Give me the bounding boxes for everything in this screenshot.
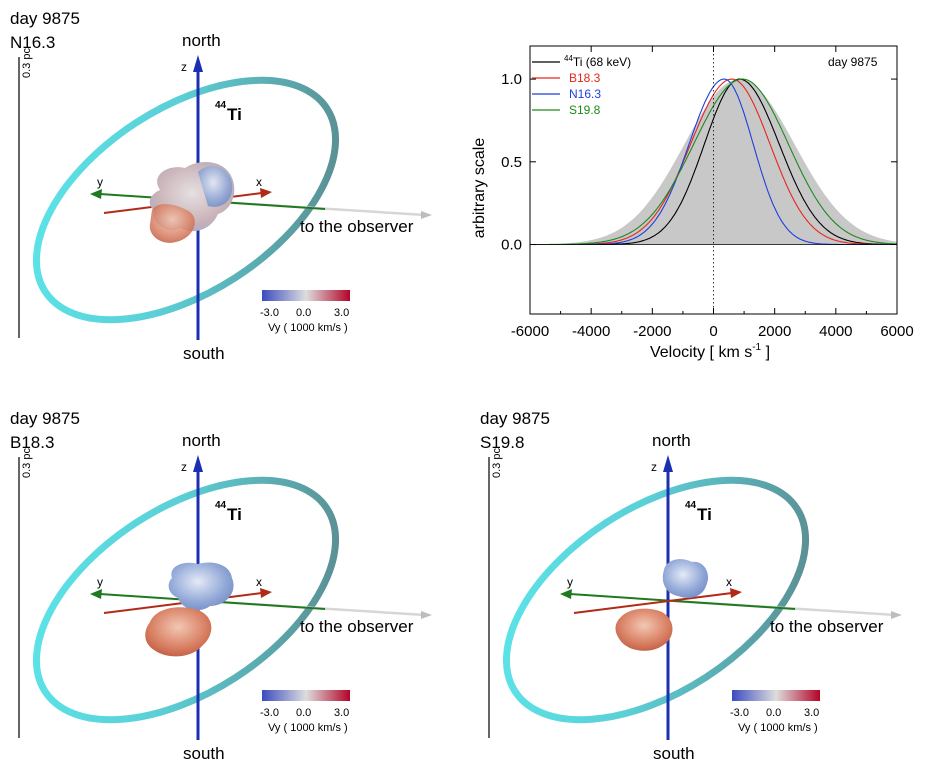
x-tick-label: 2000 bbox=[758, 323, 791, 340]
colorbar-tick-low: -3.0 bbox=[730, 707, 749, 719]
z-label: z bbox=[181, 460, 187, 474]
x-tick-label: 4000 bbox=[819, 323, 852, 340]
north-label: north bbox=[182, 31, 221, 50]
legend-entry-ti44: 44Ti (68 keV) bbox=[564, 54, 631, 69]
colorbar-tick-high: 3.0 bbox=[334, 307, 349, 319]
chart-annotation: day 9875 bbox=[828, 55, 878, 69]
scale-label: 0.3 pc bbox=[21, 448, 33, 478]
colorbar-tick-high: 3.0 bbox=[804, 707, 819, 719]
element-sup: 44 bbox=[685, 500, 697, 511]
panel-n16: day 9875 N16.3 0.3 pc north south z x y … bbox=[0, 9, 432, 369]
colorbar-label: Vy ( 1000 km/s ) bbox=[268, 722, 348, 734]
scale-label: 0.3 pc bbox=[491, 448, 503, 478]
observer-label: to the observer bbox=[300, 617, 414, 636]
x-axis-label: Velocity [ km s-1 ] bbox=[650, 342, 770, 361]
ti44-blob-red bbox=[145, 607, 212, 657]
panel-model: B18.3 bbox=[10, 433, 54, 452]
colorbar-tick-mid: 0.0 bbox=[296, 707, 311, 719]
colorbar-tick-high: 3.0 bbox=[334, 707, 349, 719]
panel-b18: day 9875 B18.3 0.3 pc north south z x y … bbox=[0, 409, 432, 769]
x-tick-label: -6000 bbox=[511, 323, 549, 340]
colorbar-tick-low: -3.0 bbox=[260, 707, 279, 719]
z-label: z bbox=[651, 460, 657, 474]
panel-day: day 9875 bbox=[10, 9, 80, 28]
colorbar-tick-mid: 0.0 bbox=[296, 307, 311, 319]
panel-day: day 9875 bbox=[480, 409, 550, 428]
y-tick-label: 1.0 bbox=[501, 71, 522, 88]
legend-entry-s19: S19.8 bbox=[569, 103, 601, 117]
ti44-blob-blue bbox=[198, 166, 233, 207]
observer-label: to the observer bbox=[770, 617, 884, 636]
y-label: y bbox=[97, 175, 103, 189]
scale-label: 0.3 pc bbox=[21, 48, 33, 78]
ti44-blob-red bbox=[149, 204, 195, 243]
x-tick-label: -4000 bbox=[572, 323, 610, 340]
panel-s19: day 9875 S19.8 0.3 pc north south z x y … bbox=[465, 409, 902, 769]
x-label: x bbox=[726, 575, 732, 589]
panel-model: N16.3 bbox=[10, 33, 55, 52]
ti44-blob-blue bbox=[662, 559, 709, 598]
panel-model: S19.8 bbox=[480, 433, 524, 452]
ti44-blob-red bbox=[615, 608, 673, 651]
north-label: north bbox=[652, 431, 691, 450]
x-tick-label: 0 bbox=[709, 323, 717, 340]
x-tick-label: -2000 bbox=[633, 323, 671, 340]
legend-entry-b18: B18.3 bbox=[569, 71, 601, 85]
x-label: x bbox=[256, 175, 262, 189]
element-sup: 44 bbox=[215, 500, 227, 511]
y-tick-label: 0.5 bbox=[501, 154, 522, 171]
x-label: x bbox=[256, 575, 262, 589]
x-tick-label: 6000 bbox=[880, 323, 913, 340]
south-label: south bbox=[183, 744, 225, 763]
ti44-blob-blue bbox=[168, 562, 234, 611]
element-label: Ti bbox=[227, 505, 242, 524]
legend: 44Ti (68 keV) B18.3 N16.3 S19.8 bbox=[532, 54, 631, 117]
series-line-3 bbox=[530, 78, 897, 246]
y-label: y bbox=[567, 575, 573, 589]
south-label: south bbox=[653, 744, 695, 763]
legend-entry-n16: N16.3 bbox=[569, 87, 601, 101]
y-label: y bbox=[97, 575, 103, 589]
element-label: Ti bbox=[697, 505, 712, 524]
colorbar-tick-mid: 0.0 bbox=[766, 707, 781, 719]
spectrum-plot: -6000 -4000 -2000 0 2000 4000 6000 0.0 0.5 1.0 Ve… bbox=[471, 45, 914, 361]
element-sup: 44 bbox=[215, 100, 227, 111]
south-label: south bbox=[183, 344, 225, 363]
element-label: Ti bbox=[227, 105, 242, 124]
panel-day: day 9875 bbox=[10, 409, 80, 428]
y-axis-label: arbitrary scale bbox=[471, 138, 488, 239]
colorbar-label: Vy ( 1000 km/s ) bbox=[738, 722, 818, 734]
observer-label: to the observer bbox=[300, 217, 414, 236]
north-label: north bbox=[182, 431, 221, 450]
colorbar-label: Vy ( 1000 km/s ) bbox=[268, 322, 348, 334]
z-label: z bbox=[181, 60, 187, 74]
axis-ticks: -6000 -4000 -2000 0 2000 4000 6000 0.0 0.5 1.0 bbox=[501, 46, 914, 340]
y-tick-label: 0.0 bbox=[501, 237, 522, 254]
colorbar-tick-low: -3.0 bbox=[260, 307, 279, 319]
